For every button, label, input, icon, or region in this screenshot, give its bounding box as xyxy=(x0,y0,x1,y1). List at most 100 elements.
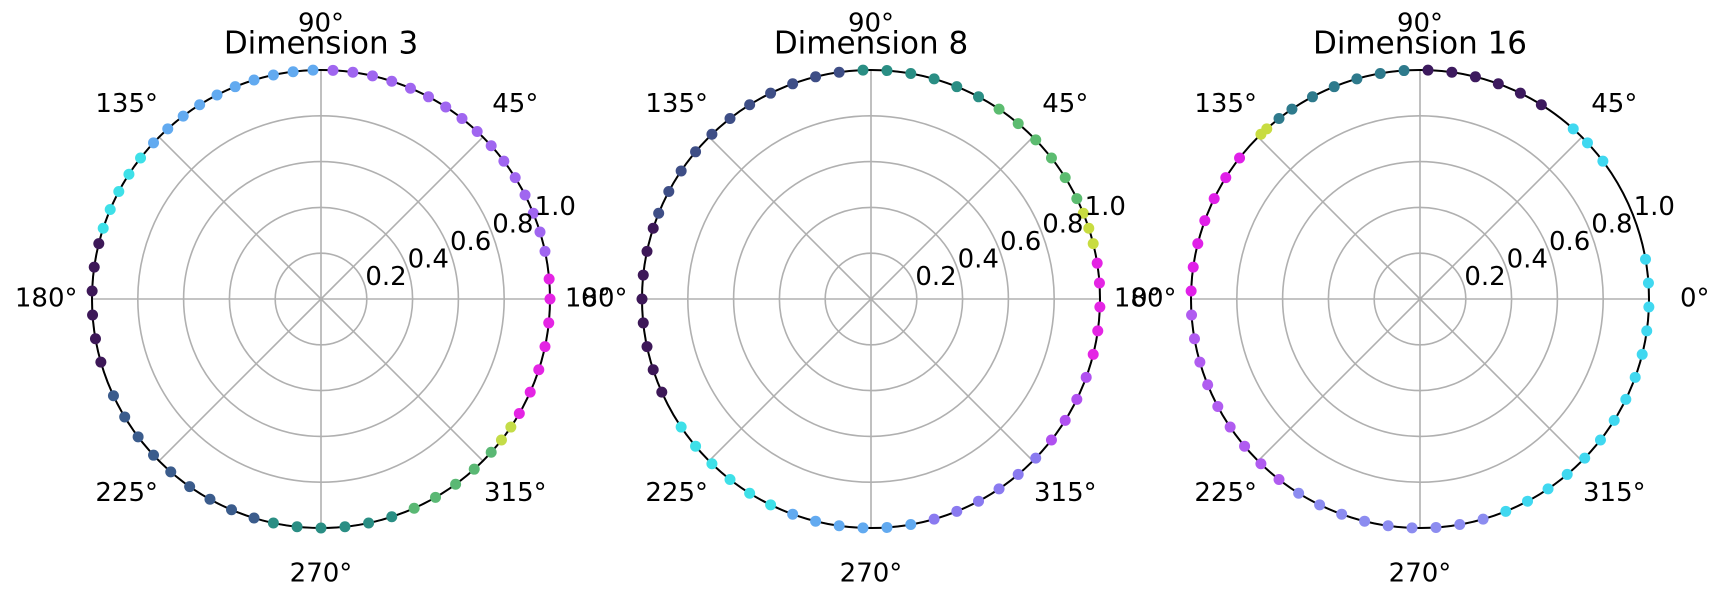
point xyxy=(1640,253,1652,265)
point xyxy=(267,517,279,529)
chart-title: Dimension 3 xyxy=(224,26,418,62)
point xyxy=(1641,325,1653,337)
point xyxy=(1092,325,1104,337)
point xyxy=(498,155,510,167)
point xyxy=(1398,65,1410,77)
grid-spoke xyxy=(870,136,1034,300)
point xyxy=(307,64,319,76)
point xyxy=(765,87,777,99)
radial-tick-label: 0.2 xyxy=(365,262,406,292)
point xyxy=(641,245,653,257)
radial-tick-label: 0.2 xyxy=(915,262,956,292)
point xyxy=(1273,113,1285,125)
point xyxy=(89,333,101,345)
angle-tick-label: 270° xyxy=(1389,558,1452,588)
point xyxy=(1581,137,1593,149)
point xyxy=(787,508,799,520)
point xyxy=(1492,78,1504,90)
radial-tick-label: 0.4 xyxy=(408,244,449,274)
point xyxy=(1477,513,1489,525)
point xyxy=(148,449,160,461)
point xyxy=(1642,277,1654,289)
point xyxy=(119,411,131,423)
angle-tick-label: 270° xyxy=(840,558,903,588)
point xyxy=(287,66,299,78)
point xyxy=(165,466,177,478)
grid-spoke xyxy=(1419,136,1583,300)
point xyxy=(104,204,116,216)
point xyxy=(1608,414,1620,426)
point xyxy=(485,140,497,152)
point xyxy=(1643,301,1655,313)
point xyxy=(833,520,845,532)
point xyxy=(905,519,917,531)
point xyxy=(450,478,462,490)
angle-tick-label: 135° xyxy=(1194,89,1257,119)
point xyxy=(1255,458,1267,470)
point xyxy=(1192,238,1204,250)
radial-tick-label: 0.2 xyxy=(1464,262,1505,292)
grid-spoke xyxy=(158,298,322,462)
point xyxy=(928,513,940,525)
point xyxy=(519,189,531,201)
angle-tick-label: 45° xyxy=(1042,89,1088,119)
point xyxy=(1336,508,1348,520)
point xyxy=(543,317,555,329)
point xyxy=(675,421,687,433)
point xyxy=(513,408,525,419)
point xyxy=(1422,64,1434,76)
grid-spoke xyxy=(870,298,1034,462)
point xyxy=(951,81,963,93)
point xyxy=(1469,71,1481,83)
point xyxy=(1636,348,1648,360)
point xyxy=(544,293,556,305)
point xyxy=(1045,434,1057,446)
point xyxy=(97,222,109,234)
angle-tick-label: 135° xyxy=(95,89,158,119)
angle-tick-label: 0° xyxy=(581,284,611,314)
angle-tick-label: 180° xyxy=(1114,284,1177,314)
point xyxy=(485,446,497,458)
point xyxy=(539,341,551,353)
point xyxy=(637,317,649,329)
angle-tick-label: 0° xyxy=(1680,284,1710,314)
point xyxy=(1314,499,1326,511)
point xyxy=(1083,222,1095,234)
point xyxy=(663,185,675,197)
point xyxy=(1199,215,1211,227)
point xyxy=(636,293,648,305)
point xyxy=(1293,487,1305,499)
point xyxy=(1093,277,1105,289)
point xyxy=(471,126,483,138)
point xyxy=(248,512,260,524)
point xyxy=(107,390,119,402)
point xyxy=(1212,401,1224,413)
point xyxy=(194,99,206,111)
point xyxy=(744,487,756,499)
point xyxy=(690,146,702,158)
point xyxy=(367,70,379,82)
point xyxy=(386,511,398,523)
point xyxy=(1030,452,1042,464)
radial-tick-label: 1.0 xyxy=(1085,192,1126,222)
point xyxy=(810,71,822,83)
angle-tick-label: 315° xyxy=(484,478,547,508)
point xyxy=(1514,87,1526,99)
point xyxy=(347,66,359,78)
point xyxy=(787,78,799,90)
point xyxy=(533,364,545,376)
angle-tick-label: 270° xyxy=(290,558,353,588)
point xyxy=(1594,434,1606,446)
point xyxy=(248,74,260,86)
point xyxy=(543,273,555,285)
point xyxy=(211,89,223,101)
point xyxy=(765,499,777,511)
angle-tick-label: 90° xyxy=(298,9,344,39)
point xyxy=(1597,155,1609,167)
radial-tick-label: 0.8 xyxy=(1042,209,1083,239)
angle-tick-label: 135° xyxy=(645,89,708,119)
angle-tick-label: 90° xyxy=(1397,9,1443,39)
point xyxy=(993,103,1005,115)
grid-spoke xyxy=(1257,136,1421,300)
